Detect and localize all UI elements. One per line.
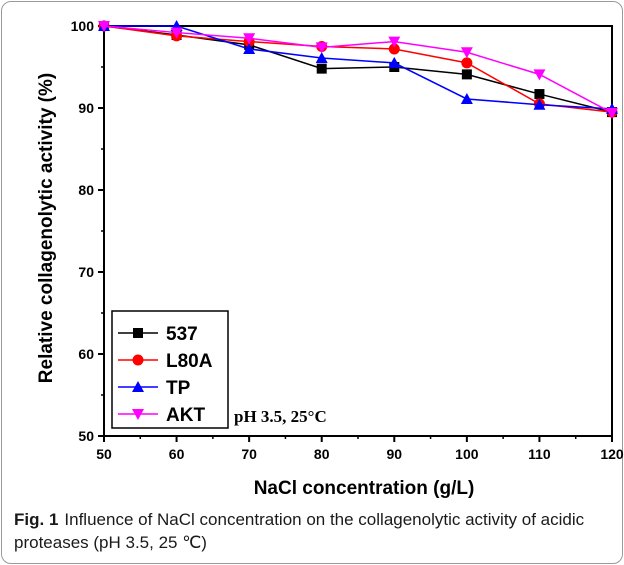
data-point-l80a — [461, 57, 473, 69]
figure-caption: Fig. 1 Influence of NaCl concentration on… — [14, 508, 614, 554]
legend-label: TP — [166, 378, 191, 399]
x-tick-label: 80 — [314, 446, 330, 462]
data-point-akt — [98, 21, 110, 32]
legend-marker — [132, 381, 144, 392]
data-point-tp — [388, 56, 401, 68]
x-tick-label: 70 — [241, 446, 257, 462]
series-line-tp — [104, 25, 613, 110]
x-tick-label: 90 — [386, 446, 402, 462]
y-tick-label: 50 — [78, 428, 94, 444]
data-point-537 — [316, 63, 327, 74]
plot-area: 50 60 70 80 90 100 110 120 50 60 70 80 90 100 537 L80A T… — [71, 18, 624, 462]
legend-marker — [133, 328, 143, 338]
y-tick-label: 70 — [78, 264, 94, 280]
y-tick-label: 60 — [78, 346, 94, 362]
series-line-akt — [103, 25, 613, 114]
legend-label: 537 — [166, 324, 198, 345]
line-chart: 50 60 70 80 90 100 110 120 50 60 70 80 90 100 537 L80A T… — [36, 18, 624, 499]
x-tick-label: 110 — [528, 446, 551, 462]
series-line-l80a — [103, 25, 613, 113]
data-point-akt — [388, 36, 401, 48]
data-point-tp — [243, 42, 256, 54]
data-point-l80a — [388, 43, 400, 55]
data-point-tp — [315, 51, 328, 63]
caption-text: Influence of NaCl concentration on the c… — [14, 510, 585, 552]
x-axis-label: NaCl concentration (g/L) — [254, 478, 475, 499]
data-point-akt — [315, 42, 328, 54]
data-point-tp — [460, 92, 473, 104]
x-tick-label: 120 — [600, 446, 624, 462]
data-point-akt — [460, 47, 473, 59]
data-point-akt — [243, 33, 256, 45]
legend-marker — [132, 354, 144, 366]
x-tick-label: 100 — [455, 446, 479, 462]
x-tick-label: 50 — [96, 446, 112, 462]
legend-label: AKT — [166, 405, 205, 426]
figure-label: Fig. 1 — [14, 510, 59, 529]
y-tick-label: 100 — [71, 18, 95, 34]
y-axis-label: Relative collagenolytic activity (%) — [36, 73, 57, 383]
legend-label: L80A — [166, 351, 213, 372]
data-point-akt — [606, 107, 618, 119]
condition-annotation: pH 3.5, 25°C — [234, 407, 327, 426]
data-point-537 — [534, 89, 545, 100]
data-point-akt — [533, 69, 546, 81]
legend-marker — [132, 409, 144, 420]
x-tick-label: 60 — [169, 446, 185, 462]
data-point-akt — [170, 27, 183, 39]
data-point-tp — [533, 98, 546, 110]
y-tick-label: 90 — [78, 100, 94, 116]
data-point-537 — [461, 69, 472, 80]
legend-box — [111, 310, 229, 429]
legend: 537 L80A TP AKT — [111, 310, 229, 429]
y-tick-label: 80 — [78, 182, 94, 198]
